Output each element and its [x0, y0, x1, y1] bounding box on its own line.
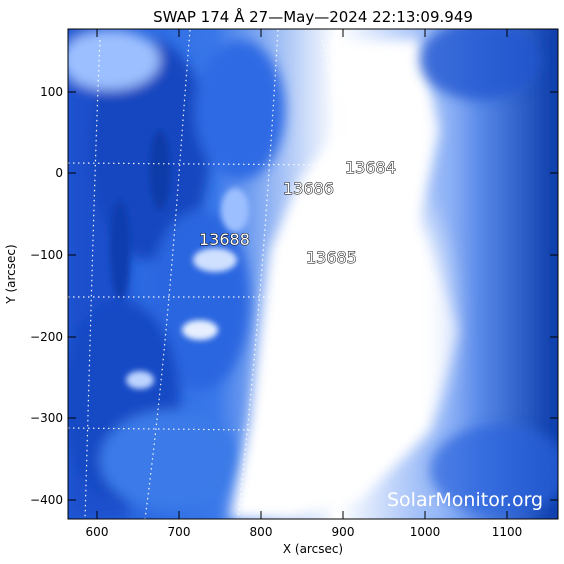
solarmonitor-watermark: SolarMonitor.org	[387, 489, 543, 511]
y-tick-label: −400	[30, 493, 63, 507]
region-label-13685: 13685	[306, 248, 357, 267]
y-tick-label: −300	[30, 411, 63, 425]
heliographic-grid	[68, 29, 341, 519]
image-title: SWAP 174 Å 27—May—2024 22:13:09.949	[153, 7, 473, 26]
solar-image: 13684 13686 13688 13685 SolarMonitor.org	[68, 29, 558, 519]
x-axis	[96, 29, 508, 519]
region-label-13688: 13688	[199, 230, 250, 249]
plot-frame	[67, 28, 559, 520]
y-tick-label: 100	[40, 85, 63, 99]
region-label-13686: 13686	[283, 179, 334, 198]
x-tick-label: 600	[86, 525, 109, 539]
x-tick-label: 900	[332, 525, 355, 539]
x-axis-label: X (arcsec)	[283, 542, 343, 556]
y-tick-label: −200	[30, 330, 63, 344]
x-tick-label: 1100	[492, 525, 523, 539]
region-label-13684: 13684	[345, 158, 396, 177]
x-tick-label: 700	[168, 525, 191, 539]
y-axis-label: Y (arcsec)	[4, 244, 18, 304]
y-axis	[68, 91, 558, 501]
x-tick-label: 800	[250, 525, 273, 539]
x-tick-label: 1000	[410, 525, 441, 539]
y-tick-label: −100	[30, 248, 63, 262]
y-tick-label: 0	[55, 166, 63, 180]
